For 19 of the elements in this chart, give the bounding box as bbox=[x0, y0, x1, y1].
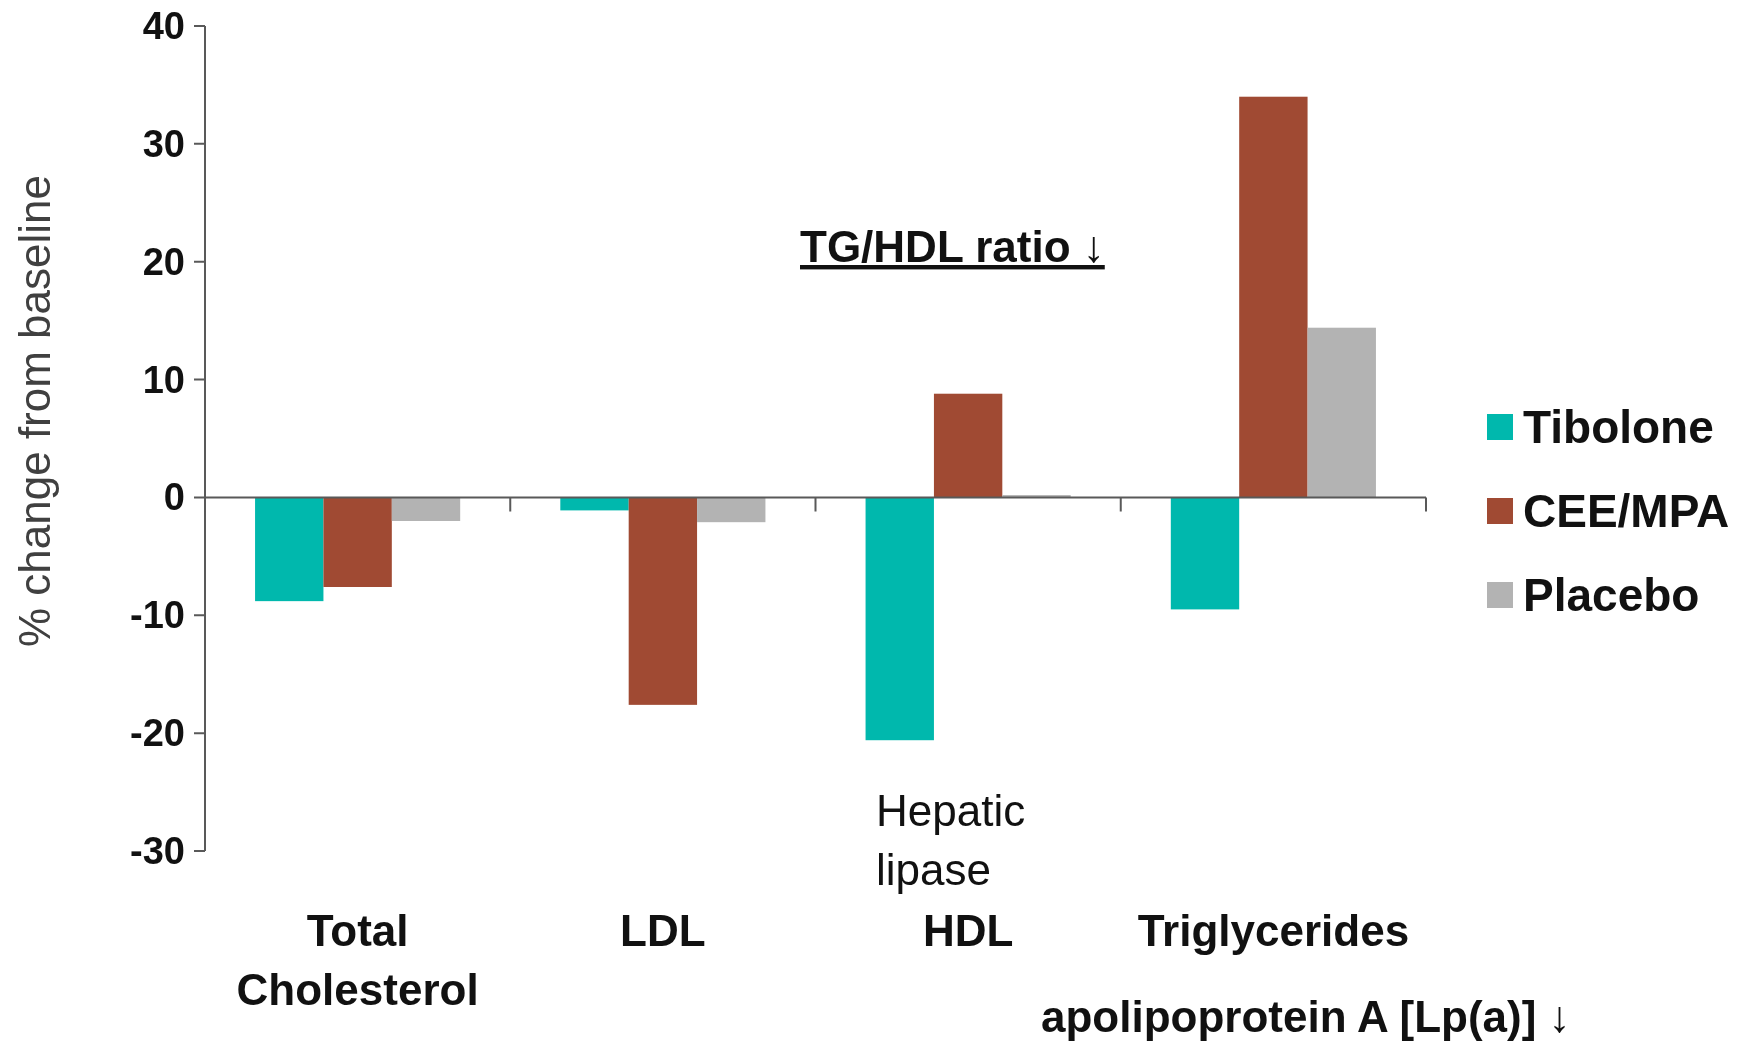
y-tick-label: -20 bbox=[130, 712, 185, 755]
y-tick-label: -30 bbox=[130, 830, 185, 872]
text: apolipoprotein A [Lp(a)] ↓ bbox=[1041, 992, 1571, 1041]
x-tick-label: Total Cholesterol bbox=[236, 906, 479, 1014]
y-tick-label: 20 bbox=[142, 240, 185, 283]
y-tick-label: 30 bbox=[142, 122, 185, 165]
x-tick-label: LDL bbox=[620, 906, 706, 955]
y-tick-label: 10 bbox=[142, 358, 185, 401]
x-tick-label: HDL bbox=[922, 906, 1014, 955]
y-tick-label: 40 bbox=[142, 5, 185, 47]
y-tick-label: -10 bbox=[130, 594, 185, 637]
x-tick-label: Triglycerides bbox=[1137, 906, 1410, 955]
legend-label: CEE/MPA bbox=[1523, 485, 1730, 537]
y-tick-label: 0 bbox=[163, 476, 185, 519]
y-axis-title: % change from baseline bbox=[10, 174, 59, 648]
annotation: Hepatic lipase bbox=[876, 786, 1026, 894]
legend-label: Placebo bbox=[1523, 569, 1700, 621]
annotation: TG/HDL ratio ↓ bbox=[800, 222, 1105, 271]
legend-label: Tibolone bbox=[1523, 401, 1714, 453]
